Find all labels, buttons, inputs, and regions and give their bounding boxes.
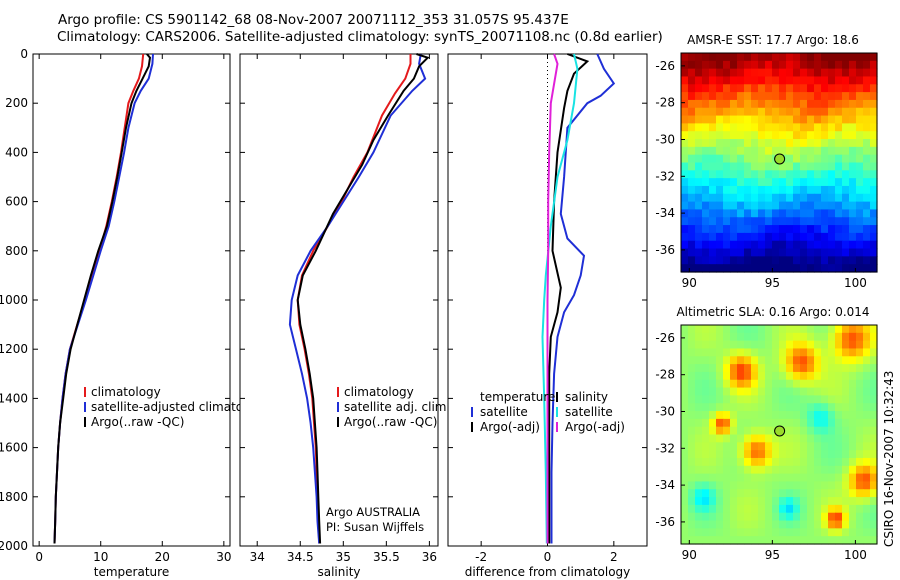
difference-xlabel: difference from climatology (465, 565, 631, 579)
sst-ytick-label: -36 (655, 243, 675, 257)
sla-map-panel: 90 95 100 -26 -28 -30 -32 -34 -36 Altimetric SLA:… (655, 305, 878, 562)
temperature-xtick-label: 20 (155, 550, 170, 564)
credit-pi: PI: Susan Wijffels (326, 520, 424, 534)
temperature-xlabel: temperature (94, 565, 169, 579)
credit-argo-australia: Argo AUSTRALIA (326, 505, 420, 519)
temperature-legend-entry: Argo(..raw -QC) (91, 415, 184, 429)
sst-map-panel: 90 95 100 -26 -28 -30 -32 -34 -36 AMSR-E SST: 17.… (655, 33, 878, 290)
sla-ytick-label: -36 (655, 515, 675, 529)
temperature-ytick-label: 600 (5, 195, 28, 209)
salinity-legend-entry: climatology (344, 385, 414, 399)
figure-title-line1: Argo profile: CS 5901142_68 08-Nov-2007 … (58, 12, 569, 28)
sla-axes-box (680, 324, 878, 545)
salinity-xlabel: salinity (317, 565, 360, 579)
sla-ytick-label: -32 (655, 441, 675, 455)
sst-ytick-label: -34 (655, 206, 675, 220)
sla-title: Altimetric SLA: 0.16 Argo: 0.014 (676, 305, 869, 319)
sst-xtick-label: 90 (682, 276, 697, 290)
sla-ytick-label: -30 (655, 404, 675, 418)
sla-xtick-label: 95 (765, 548, 780, 562)
sla-xtick-label: 90 (682, 548, 697, 562)
sst-xtick-label: 100 (844, 276, 867, 290)
salinity-xtick-label: 36 (422, 550, 437, 564)
sst-ytick-label: -32 (655, 169, 675, 183)
temperature-legend-entry: climatology (91, 385, 161, 399)
salinity-axes-box (239, 53, 439, 547)
temperature-ytick-label: 1000 (0, 293, 28, 307)
sla-argo-marker (774, 425, 786, 437)
sst-ytick-label: -30 (655, 132, 675, 146)
difference-legend-left-entry: satellite (480, 405, 528, 419)
difference-legend-right-entry: satellite (565, 405, 613, 419)
salinity-panel: 34 34.5 35 35.5 36 salinity climatologysatelli… (239, 53, 450, 579)
temperature-ytick-label: 800 (5, 244, 28, 258)
temperature-xtick-label: 30 (216, 550, 231, 564)
difference-series-argo-adj--temperature (548, 53, 590, 544)
salinity-legend-entry: satellite adj. clim. (344, 400, 450, 414)
temperature-xtick-label: 0 (35, 550, 43, 564)
sst-argo-marker (774, 153, 786, 165)
sla-heatmap-image (681, 325, 878, 545)
sst-title: AMSR-E SST: 17.7 Argo: 18.6 (687, 33, 859, 47)
sla-xtick-label: 100 (844, 548, 867, 562)
temperature-ytick-label: 1600 (0, 441, 28, 455)
difference-legend-left-entry: temperature (480, 390, 555, 404)
credit-csiro-timestamp: CSIRO 16-Nov-2007 10:32:43 (882, 371, 896, 547)
sst-axes-box (680, 52, 878, 273)
sst-ytick-label: -28 (655, 96, 675, 110)
temperature-panel: 0 10 20 30 0 200 400 600 800 1000 1200 1400 1600 1800… (0, 47, 261, 579)
temperature-legend-entry: satellite-adjusted climatolog (91, 400, 261, 414)
temperature-ytick-label: 2000 (0, 539, 28, 553)
temperature-axes-box (32, 53, 231, 547)
temperature-ytick-label: 1800 (0, 490, 28, 504)
temperature-ytick-label: 1400 (0, 391, 28, 405)
sla-ytick-label: -28 (655, 368, 675, 382)
salinity-xtick-label: 35.5 (373, 550, 400, 564)
difference-legend-right-entry: salinity (565, 390, 608, 404)
temperature-series-argo-raw-qc- (53, 53, 152, 544)
difference-xtick-label: -2 (475, 550, 487, 564)
salinity-xtick-label: 34.5 (287, 550, 314, 564)
difference-xtick-label: 0 (544, 550, 552, 564)
temperature-xtick-label: 10 (93, 550, 108, 564)
temperature-ytick-label: 200 (5, 96, 28, 110)
temperature-ytick-label: 400 (5, 145, 28, 159)
difference-legend-left-entry: Argo(-adj) (480, 420, 540, 434)
difference-legend-right-entry: Argo(-adj) (565, 420, 625, 434)
difference-series-argo-adj--salinity (546, 53, 559, 544)
temperature-ytick-label: 0 (20, 47, 28, 61)
sst-ytick-label: -26 (655, 59, 675, 73)
temperature-ytick-label: 1200 (0, 342, 28, 356)
difference-xtick-label: 2 (610, 550, 618, 564)
sla-ytick-label: -34 (655, 478, 675, 492)
salinity-legend-entry: Argo(..raw -QC) (344, 415, 437, 429)
difference-series-satellite-temperature (550, 53, 616, 544)
figure-title-line2: Climatology: CARS2006. Satellite-adjuste… (57, 29, 663, 45)
sst-heatmap-image (681, 53, 878, 273)
sla-ytick-label: -26 (655, 331, 675, 345)
salinity-xtick-label: 34 (250, 550, 265, 564)
salinity-xtick-label: 35 (336, 550, 351, 564)
salinity-series-satellite-adj-clim- (288, 53, 427, 544)
salinity-series-argo-raw-qc- (296, 53, 430, 544)
sst-xtick-label: 95 (765, 276, 780, 290)
